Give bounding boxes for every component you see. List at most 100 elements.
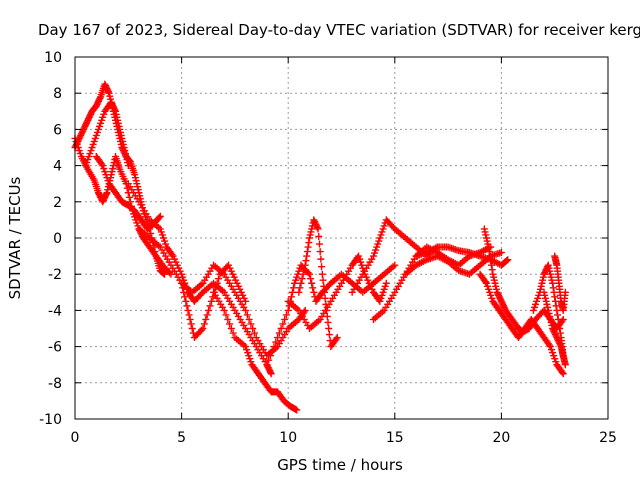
data-point bbox=[275, 329, 283, 337]
data-point bbox=[556, 325, 564, 332]
data-point bbox=[284, 306, 292, 314]
data-point bbox=[168, 251, 176, 259]
x-tick-label: 10 bbox=[279, 430, 297, 446]
data-point bbox=[304, 269, 312, 277]
data-point bbox=[197, 326, 205, 334]
data-point bbox=[303, 252, 311, 260]
axis-ticks bbox=[74, 56, 609, 420]
data-point bbox=[485, 248, 493, 256]
data-point bbox=[325, 325, 333, 332]
data-point bbox=[559, 370, 567, 378]
series-trace-j bbox=[295, 216, 341, 351]
data-point bbox=[213, 279, 221, 287]
x-axis-label: GPS time / hours bbox=[277, 456, 403, 474]
x-tick-label: 20 bbox=[492, 430, 510, 446]
data-point bbox=[226, 320, 234, 328]
data-point bbox=[224, 315, 232, 323]
series-trace-h bbox=[210, 288, 301, 414]
y-tick-label: 0 bbox=[53, 231, 62, 247]
data-point bbox=[481, 278, 489, 286]
data-point bbox=[299, 270, 307, 278]
data-point bbox=[203, 311, 211, 319]
data-point bbox=[125, 193, 133, 201]
data-point bbox=[487, 257, 495, 265]
y-tick-label: -4 bbox=[48, 303, 62, 319]
series-trace-s bbox=[540, 288, 567, 360]
data-point bbox=[488, 266, 496, 274]
y-tick-label: -10 bbox=[39, 412, 62, 428]
data-point bbox=[554, 311, 562, 319]
y-axis-label: SDTVAR / TECUs bbox=[6, 176, 24, 299]
data-point bbox=[187, 320, 195, 328]
data-series bbox=[71, 80, 569, 414]
data-point bbox=[307, 275, 315, 283]
data-point bbox=[229, 329, 237, 337]
data-point bbox=[550, 288, 558, 296]
data-point bbox=[325, 331, 333, 339]
data-point bbox=[242, 306, 250, 314]
data-point bbox=[316, 248, 324, 256]
data-point bbox=[207, 297, 215, 305]
data-point bbox=[104, 88, 112, 96]
data-point bbox=[265, 356, 273, 364]
data-point bbox=[309, 284, 317, 292]
data-point bbox=[315, 232, 323, 240]
data-point bbox=[300, 266, 308, 274]
data-point bbox=[281, 315, 289, 323]
data-point bbox=[561, 288, 569, 296]
series-trace-l bbox=[348, 216, 441, 296]
data-point bbox=[290, 284, 298, 292]
y-tick-label: 8 bbox=[53, 86, 62, 102]
data-point bbox=[277, 325, 285, 332]
data-point bbox=[298, 275, 306, 283]
data-point bbox=[296, 284, 304, 292]
data-point bbox=[315, 240, 323, 248]
series-trace-k bbox=[284, 252, 390, 332]
series-trace-c bbox=[82, 98, 132, 170]
series-trace-q bbox=[476, 270, 567, 378]
x-tick-label: 0 bbox=[71, 430, 80, 446]
data-point bbox=[297, 279, 305, 287]
data-point bbox=[268, 347, 276, 355]
chart-title: Day 167 of 2023, Sidereal Day-to-day VTE… bbox=[38, 21, 640, 39]
y-tick-label: -8 bbox=[48, 376, 62, 392]
data-point bbox=[549, 284, 557, 292]
data-point bbox=[227, 325, 235, 332]
data-point bbox=[247, 320, 255, 328]
data-point bbox=[250, 329, 258, 337]
data-point bbox=[497, 248, 505, 256]
series-trace-g bbox=[178, 261, 309, 360]
data-point bbox=[300, 308, 308, 316]
data-point bbox=[266, 368, 274, 376]
data-point bbox=[549, 279, 557, 287]
data-point bbox=[288, 288, 296, 296]
data-point bbox=[485, 243, 493, 251]
data-point bbox=[282, 311, 290, 319]
data-point bbox=[304, 243, 312, 251]
data-point bbox=[267, 370, 275, 378]
data-point bbox=[555, 320, 563, 328]
x-tick-label: 5 bbox=[177, 430, 186, 446]
data-point bbox=[98, 160, 106, 168]
data-point bbox=[305, 239, 313, 247]
data-point bbox=[295, 288, 303, 296]
x-tick-label: 15 bbox=[386, 430, 404, 446]
data-point bbox=[554, 315, 562, 323]
data-point bbox=[310, 288, 318, 296]
data-point bbox=[205, 306, 213, 314]
data-point bbox=[324, 318, 332, 326]
series-trace-t bbox=[551, 252, 569, 314]
data-point bbox=[318, 263, 326, 271]
data-point bbox=[553, 306, 561, 314]
data-point bbox=[487, 261, 495, 269]
data-point bbox=[184, 306, 192, 314]
data-point bbox=[156, 212, 164, 220]
data-point bbox=[200, 320, 208, 328]
data-point bbox=[161, 270, 169, 278]
data-point bbox=[306, 270, 314, 278]
data-point bbox=[183, 302, 191, 310]
data-point bbox=[274, 334, 282, 342]
data-point bbox=[561, 361, 569, 369]
